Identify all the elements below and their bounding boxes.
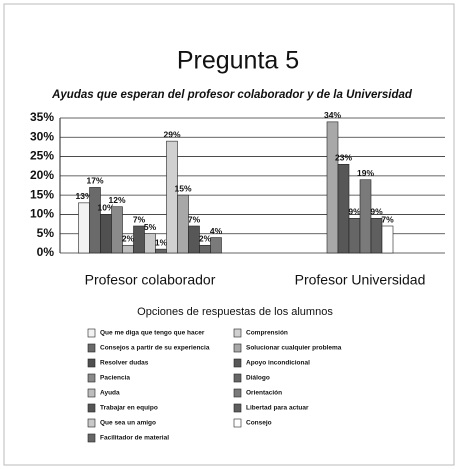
legend-label: Paciencia [100, 375, 130, 382]
data-label: 10% [97, 203, 114, 213]
legend-label: Facilitador de material [100, 435, 169, 442]
bar [326, 121, 339, 254]
legend-label: Ayuda [100, 390, 120, 397]
data-label: 7% [381, 214, 394, 224]
x-tick-label: Profesor Universidad [295, 272, 426, 288]
y-tick-label: 15% [30, 187, 54, 201]
data-label: 2% [199, 234, 212, 244]
bar [381, 225, 394, 254]
legend-swatch [233, 403, 242, 413]
legend-label: Trabajar en equipo [100, 405, 158, 412]
legend-label: Comprensión [246, 330, 288, 337]
y-tick-label: 30% [30, 129, 54, 143]
data-label: 17% [86, 176, 103, 186]
legend-swatch [233, 388, 242, 398]
data-label: 23% [335, 153, 352, 163]
legend-swatch [233, 418, 242, 428]
x-tick-label: Profesor colaborador [85, 272, 216, 288]
data-label: 15% [174, 183, 191, 193]
data-label: 5% [144, 222, 157, 232]
bar [359, 179, 372, 254]
bar [370, 217, 383, 254]
bar [133, 225, 145, 254]
data-label: 7% [133, 214, 146, 224]
y-tick-label: 0% [37, 245, 55, 259]
y-tick-label: 5% [37, 226, 55, 240]
legend-label: Solucionar cualquier problema [246, 345, 342, 352]
legend-swatch [233, 358, 242, 368]
bar [111, 206, 123, 254]
bar [348, 217, 361, 254]
bar [177, 194, 189, 254]
bar [144, 233, 156, 254]
bar [199, 244, 211, 254]
legend-label: Consejo [246, 420, 272, 427]
y-tick-label: 10% [30, 207, 54, 221]
data-label: 9% [348, 207, 361, 217]
legend-swatch [87, 403, 96, 413]
data-label: 12% [108, 195, 125, 205]
legend-swatch [233, 343, 242, 353]
bar [188, 225, 200, 254]
bar [100, 214, 112, 254]
data-label: 7% [188, 214, 201, 224]
legend-label: Orientación [246, 390, 282, 397]
data-label: 29% [163, 129, 180, 139]
bar [337, 163, 350, 254]
legend-swatch [87, 418, 96, 428]
legend-label: Consejos a partir de su experiencia [100, 345, 210, 352]
legend-label: Diálogo [246, 375, 270, 382]
y-tick-label: 20% [30, 168, 54, 182]
legend-swatch [87, 328, 96, 338]
bar [89, 187, 101, 254]
chart-subtitle: Ayudas que esperan del profesor colabora… [51, 89, 413, 101]
legend-label: Libertad para actuar [246, 405, 309, 412]
y-tick-label: 25% [30, 149, 54, 163]
legend-swatch [87, 373, 96, 383]
legend-label: Resolver dudas [100, 360, 149, 367]
data-label: 19% [357, 168, 374, 178]
legend-swatch [233, 373, 242, 383]
legend-swatch [87, 358, 96, 368]
data-label: 9% [370, 207, 383, 217]
bar [78, 202, 90, 254]
data-label: 1% [155, 237, 168, 247]
legend-swatch [233, 328, 242, 338]
bar [166, 140, 178, 254]
legend-swatch [87, 433, 96, 443]
legend-swatch [87, 388, 96, 398]
legend-title: Opciones de respuestas de los alumnos [137, 306, 333, 318]
legend-label: Que me diga que tengo que hacer [100, 330, 205, 337]
chart-title: Pregunta 5 [177, 47, 299, 75]
bar [122, 244, 134, 254]
data-label: 4% [210, 226, 223, 236]
data-label: 2% [122, 234, 135, 244]
data-label: 34% [324, 110, 341, 120]
bar [155, 248, 167, 254]
bar [210, 237, 222, 254]
y-tick-label: 35% [30, 110, 54, 124]
legend-label: Que sea un amigo [100, 420, 156, 427]
data-label: 13% [75, 191, 92, 201]
legend-label: Apoyo incondicional [246, 360, 310, 367]
legend-swatch [87, 343, 96, 353]
